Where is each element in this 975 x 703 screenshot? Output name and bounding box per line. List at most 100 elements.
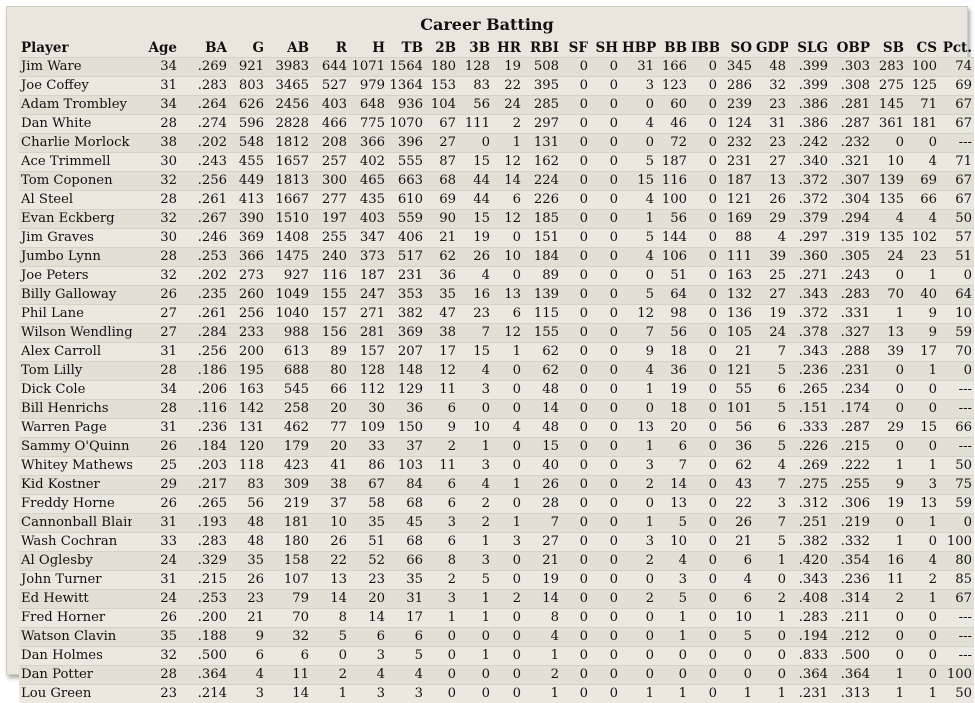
stat-cell: 1 — [523, 647, 561, 666]
stat-cell: 6 — [425, 400, 458, 419]
stat-cell: 1475 — [266, 248, 311, 267]
stat-cell: --- — [939, 134, 974, 153]
stat-cell: 48 — [229, 514, 266, 533]
stat-cell: 258 — [266, 400, 311, 419]
stat-cell: .399 — [788, 77, 830, 96]
stat-cell: .287 — [830, 419, 872, 438]
stat-cell: 271 — [349, 305, 387, 324]
stat-cell: 0 — [561, 685, 590, 703]
stat-cell: 0 — [590, 647, 620, 666]
stat-cell: 0 — [719, 647, 754, 666]
stat-cell: 27 — [754, 153, 788, 172]
stat-cell: 0 — [620, 134, 656, 153]
stat-cell: .332 — [830, 533, 872, 552]
stat-cell: .303 — [830, 58, 872, 77]
stat-cell: 2 — [872, 590, 906, 609]
stat-cell: 3 — [620, 77, 656, 96]
stat-cell: 155 — [311, 286, 349, 305]
stat-cell: 423 — [266, 457, 311, 476]
stat-cell: 79 — [266, 590, 311, 609]
stat-cell: 0 — [561, 438, 590, 457]
stat-cell: 1 — [906, 514, 939, 533]
stat-cell: .242 — [788, 134, 830, 153]
stat-cell: .222 — [830, 457, 872, 476]
column-header: 3B — [458, 39, 492, 58]
stat-cell: .420 — [788, 552, 830, 571]
stat-cell: 35 — [229, 552, 266, 571]
stat-cell: 988 — [266, 324, 311, 343]
stat-cell: 98 — [656, 305, 689, 324]
player-name-cell: Jumbo Lynn — [19, 248, 132, 267]
stat-cell: 4 — [620, 115, 656, 134]
stat-cell: 115 — [523, 305, 561, 324]
stat-cell: 14 — [523, 400, 561, 419]
stat-cell: 10 — [939, 305, 974, 324]
stat-cell: 51 — [656, 267, 689, 286]
stat-cell: --- — [939, 647, 974, 666]
stat-cell: 1 — [872, 685, 906, 703]
stat-cell: 71 — [939, 153, 974, 172]
stat-cell: 153 — [425, 77, 458, 96]
stat-cell: .354 — [830, 552, 872, 571]
stat-cell: 31 — [132, 571, 179, 590]
stat-cell: 1667 — [266, 191, 311, 210]
stat-cell: 100 — [906, 58, 939, 77]
player-name-cell: Fred Horner — [19, 609, 132, 628]
stat-cell: 413 — [229, 191, 266, 210]
stat-cell: 2 — [458, 514, 492, 533]
stat-cell: 22 — [311, 552, 349, 571]
stat-cell: 0 — [561, 362, 590, 381]
player-name-cell: Lou Green — [19, 685, 132, 703]
column-header: G — [229, 39, 266, 58]
stat-cell: 3 — [458, 457, 492, 476]
stat-cell: .500 — [830, 647, 872, 666]
stat-cell: 131 — [523, 134, 561, 153]
player-name-cell: Tom Coponen — [19, 172, 132, 191]
stat-cell: 0 — [590, 362, 620, 381]
stat-cell: 0 — [492, 400, 523, 419]
stat-cell: 13 — [656, 495, 689, 514]
column-header: AB — [266, 39, 311, 58]
stat-cell: 0 — [689, 229, 719, 248]
stat-cell: 613 — [266, 343, 311, 362]
stat-cell: 4 — [492, 419, 523, 438]
stat-cell: .211 — [830, 609, 872, 628]
stat-cell: 157 — [311, 305, 349, 324]
stat-cell: 66 — [387, 552, 425, 571]
stat-cell: 0 — [689, 514, 719, 533]
column-header: Pct. — [939, 39, 974, 58]
stat-cell: 0 — [906, 438, 939, 457]
stat-cell: .274 — [179, 115, 229, 134]
stat-cell: 28 — [132, 115, 179, 134]
stat-cell: 465 — [349, 172, 387, 191]
stat-cell: .399 — [788, 58, 830, 77]
stat-cell: 187 — [349, 267, 387, 286]
stat-cell: 56 — [656, 324, 689, 343]
stat-cell: 207 — [387, 343, 425, 362]
stat-cell: 70 — [872, 286, 906, 305]
stat-cell: .219 — [830, 514, 872, 533]
stat-cell: 83 — [229, 476, 266, 495]
stat-cell: 44 — [458, 191, 492, 210]
stat-cell: .343 — [788, 571, 830, 590]
stat-cell: 396 — [387, 134, 425, 153]
stat-cell: 67 — [939, 96, 974, 115]
stat-cell: 200 — [229, 343, 266, 362]
stat-cell: 0 — [590, 134, 620, 153]
stat-cell: 0 — [458, 400, 492, 419]
stat-cell: 1 — [754, 609, 788, 628]
stat-cell: .372 — [788, 172, 830, 191]
stat-cell: 0 — [689, 305, 719, 324]
stat-cell: 4 — [523, 628, 561, 647]
stat-cell: 66 — [311, 381, 349, 400]
stat-cell: .267 — [179, 210, 229, 229]
stat-cell: .226 — [788, 438, 830, 457]
stat-cell: 36 — [387, 400, 425, 419]
stat-cell: 0 — [689, 590, 719, 609]
player-name-cell: Cannonball Blair — [19, 514, 132, 533]
stat-cell: .203 — [179, 457, 229, 476]
stat-cell: 0 — [939, 267, 974, 286]
